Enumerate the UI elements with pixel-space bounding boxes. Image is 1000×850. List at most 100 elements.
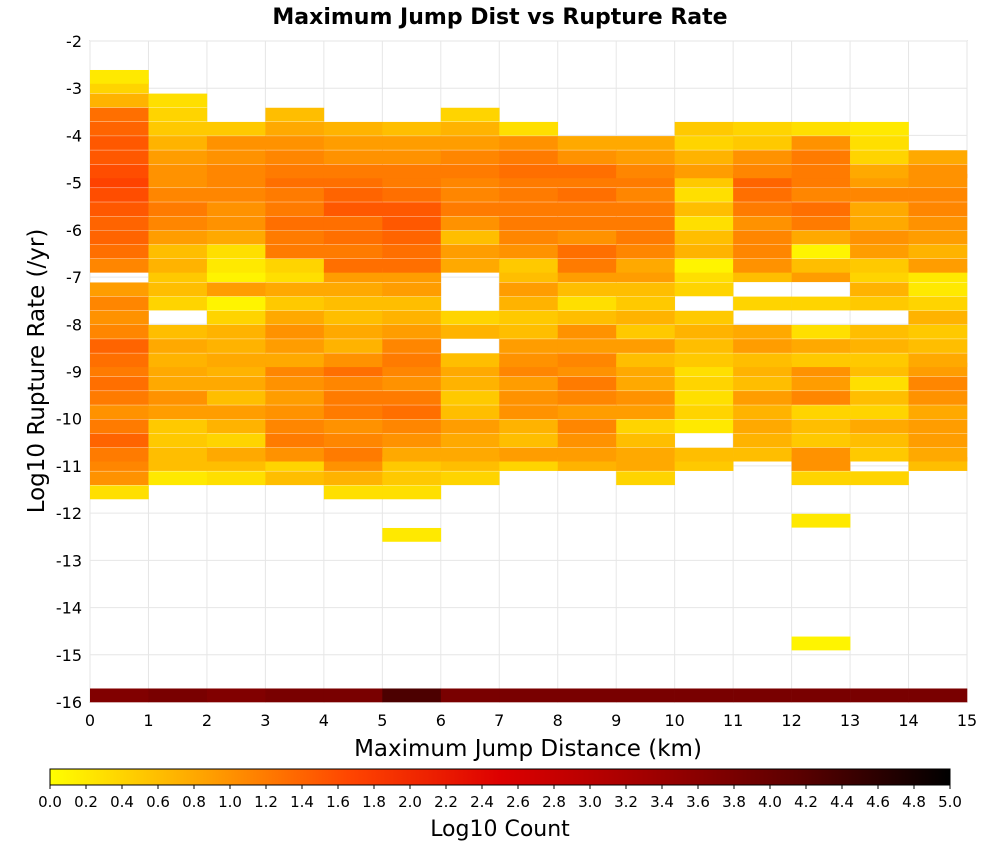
heatmap-cell (206, 324, 266, 339)
heatmap-cell (148, 353, 208, 368)
heatmap-cell (440, 353, 500, 368)
heatmap-cell (908, 405, 968, 420)
heatmap-cell (440, 216, 500, 231)
heatmap-cell (499, 244, 559, 259)
heatmap-cell (674, 405, 734, 420)
heatmap-cell (148, 391, 208, 405)
x-tick-label: 8 (553, 711, 563, 730)
heatmap-cell (90, 202, 149, 216)
colorbar-tick-label: 2.2 (434, 793, 458, 811)
heatmap-cell (908, 324, 968, 339)
heatmap-cell (382, 405, 442, 420)
heatmap-cell (148, 164, 208, 179)
heatmap-cell (733, 376, 792, 391)
colorbar-tick-label: 0.2 (74, 793, 98, 811)
colorbar-tick-label: 2.0 (398, 793, 422, 811)
heatmap-cell (557, 150, 617, 165)
heatmap-cell (791, 244, 851, 259)
heatmap-cell (908, 164, 968, 179)
heatmap-cell (382, 150, 442, 165)
heatmap-cell (148, 188, 208, 202)
colorbar-tick-label: 3.4 (650, 793, 674, 811)
heatmap-cell (265, 107, 325, 122)
y-tick-label: -7 (66, 268, 82, 287)
heatmap-cell (674, 282, 734, 297)
heatmap-cell (499, 296, 559, 311)
heatmap-cell (206, 353, 266, 368)
heatmap-cell (674, 419, 734, 434)
colorbar-tick-label: 3.2 (614, 793, 638, 811)
heatmap-cell (148, 447, 208, 462)
colorbar-tick-label: 0.6 (146, 793, 170, 811)
heatmap-cell (616, 282, 675, 297)
colorbar-tick-label: 1.0 (218, 793, 242, 811)
heatmap-cell (850, 339, 909, 353)
heatmap-cell (206, 121, 266, 136)
heatmap-cell (382, 391, 442, 405)
y-tick-label: -16 (56, 693, 82, 712)
chart-title: Maximum Jump Dist vs Rupture Rate (272, 5, 727, 30)
heatmap-cell (206, 339, 266, 353)
heatmap-cell (382, 376, 442, 391)
heatmap-cell (90, 353, 149, 368)
heatmap-cell (557, 419, 617, 434)
heatmap-cell (206, 244, 266, 259)
colorbar-label: Log10 Count (430, 817, 570, 842)
heatmap-cell (440, 391, 500, 405)
heatmap-cell (674, 310, 734, 325)
heatmap-cell (616, 310, 675, 325)
heatmap-cell (90, 188, 149, 202)
heatmap-cell (499, 164, 559, 179)
heatmap-cell (616, 471, 675, 486)
heatmap-cell (733, 296, 792, 311)
heatmap-cell (265, 282, 325, 297)
heatmap-cell (850, 136, 909, 150)
heatmap-cell (148, 216, 208, 231)
heatmap-cell (616, 230, 675, 245)
x-axis-ticks: 0 1 2 3 4 5 6 7 8 9 10 11 12 13 14 15 (85, 711, 977, 730)
heatmap-cell (148, 339, 208, 353)
heatmap-cell (90, 230, 149, 245)
y-tick-label: -15 (56, 646, 82, 665)
heatmap-cell (850, 188, 909, 202)
heatmap-cell (265, 121, 325, 136)
heatmap-cell (850, 150, 909, 165)
heatmap-cell (323, 310, 383, 325)
heatmap-cell (206, 136, 266, 150)
heatmap-cell (791, 216, 851, 231)
heatmap-cell (323, 353, 383, 368)
heatmap-cell (90, 339, 149, 353)
heatmap-cell (440, 136, 500, 150)
heatmap-cell (674, 324, 734, 339)
heatmap-cell (323, 121, 383, 136)
heatmap-cell (850, 688, 909, 703)
heatmap-cell (265, 258, 325, 273)
heatmap-cell (908, 419, 968, 434)
heatmap-cell (206, 376, 266, 391)
heatmap-cell (616, 296, 675, 311)
heatmap-cell (382, 310, 442, 325)
colorbar-tick-label: 1.8 (362, 793, 386, 811)
heatmap-cell (499, 136, 559, 150)
heatmap-cell (323, 216, 383, 231)
heatmap-cell (148, 433, 208, 448)
heatmap-cell (382, 216, 442, 231)
heatmap-cell (90, 433, 149, 448)
colorbar-tick-label: 4.2 (794, 793, 818, 811)
heatmap-cell (440, 433, 500, 448)
heatmap-cell (733, 391, 792, 405)
heatmap-cell (850, 216, 909, 231)
heatmap-cell (499, 353, 559, 368)
heatmap-cell (206, 471, 266, 486)
heatmap-cell (382, 258, 442, 273)
heatmap-cell (265, 419, 325, 434)
heatmap-cell (148, 150, 208, 165)
heatmap-cell (616, 188, 675, 202)
heatmap-cell (908, 296, 968, 311)
heatmap-cell (791, 324, 851, 339)
x-tick-label: 15 (957, 711, 977, 730)
heatmap-cell (148, 136, 208, 150)
heatmap-cell (733, 188, 792, 202)
heatmap-cell (90, 391, 149, 405)
heatmap-cell (265, 296, 325, 311)
